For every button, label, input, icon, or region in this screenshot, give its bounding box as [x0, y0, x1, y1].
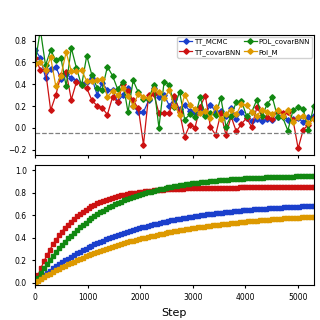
TT_covarBNN [307, 123, 310, 127]
TT_MCMC [281, 114, 284, 118]
TT_MCMC [307, 115, 310, 119]
Line: TT_MCMC: TT_MCMC [33, 48, 316, 124]
TT_covarBNN [85, 86, 89, 90]
Pol_M [307, 121, 310, 124]
TT_covarBNN [281, 111, 284, 115]
Pol_M [286, 108, 290, 112]
TT_MCMC [33, 48, 37, 52]
TT_MCMC [100, 81, 104, 85]
Line: TT_covarBNN: TT_covarBNN [33, 56, 316, 150]
Line: POL_covarBNN: POL_covarBNN [33, 28, 316, 132]
POL_covarBNN [141, 97, 145, 100]
TT_covarBNN [312, 116, 316, 120]
Pol_M [64, 50, 68, 54]
TT_covarBNN [136, 107, 140, 110]
POL_covarBNN [286, 129, 290, 132]
TT_covarBNN [296, 147, 300, 150]
POL_covarBNN [106, 65, 109, 68]
TT_MCMC [85, 80, 89, 84]
POL_covarBNN [312, 104, 316, 108]
Line: Pol_M: Pol_M [33, 50, 316, 124]
Legend: TT_MCMC, TT_covarBNN, POL_covarBNN, Pol_M: TT_MCMC, TT_covarBNN, POL_covarBNN, Pol_… [177, 36, 312, 58]
TT_covarBNN [100, 106, 104, 110]
POL_covarBNN [69, 46, 73, 50]
TT_MCMC [301, 120, 305, 124]
TT_MCMC [136, 110, 140, 114]
POL_covarBNN [307, 128, 310, 132]
POL_covarBNN [38, 28, 42, 32]
POL_covarBNN [33, 61, 37, 65]
POL_covarBNN [291, 108, 295, 112]
Pol_M [33, 62, 37, 66]
X-axis label: Step: Step [162, 308, 187, 318]
Pol_M [69, 69, 73, 73]
Pol_M [106, 95, 109, 99]
TT_covarBNN [64, 70, 68, 74]
Pol_M [90, 79, 94, 83]
Pol_M [141, 95, 145, 99]
POL_covarBNN [90, 73, 94, 77]
TT_covarBNN [33, 56, 37, 60]
Pol_M [312, 117, 316, 121]
TT_MCMC [64, 72, 68, 76]
TT_MCMC [312, 115, 316, 118]
Pol_M [301, 114, 305, 117]
